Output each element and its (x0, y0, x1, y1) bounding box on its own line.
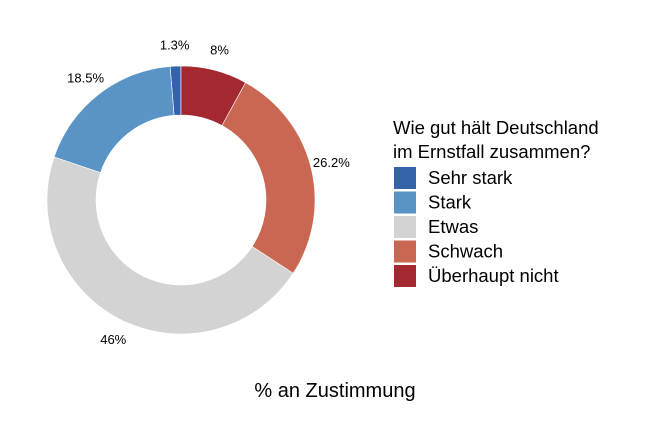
slice-etwas (46, 156, 294, 335)
data-label: 46% (100, 332, 126, 347)
legend-swatch (394, 191, 416, 214)
legend-swatch (394, 216, 416, 238)
legend-label: Etwas (428, 216, 478, 237)
legend-label: Schwach (428, 241, 503, 262)
data-label: 8% (210, 42, 229, 57)
legend-title-line-1: Wie gut hält Deutschland (393, 117, 599, 138)
x-axis-label: % an Zustimmung (254, 380, 415, 402)
slice--berhaupt-nicht (180, 65, 246, 126)
data-label: 1.3% (160, 38, 190, 53)
legend-label: Sehr stark (428, 167, 513, 188)
slices (46, 65, 316, 335)
legend-title-line-2: im Ernstfall zusammen? (393, 141, 590, 162)
legend-swatch (394, 167, 416, 189)
data-label: 18.5% (67, 70, 104, 85)
legend-label: Stark (428, 192, 472, 213)
data-labels: 1.3% 18.5% 46% 26.2% 8% (67, 38, 350, 347)
slice-schwach (221, 82, 316, 274)
legend-label: Überhaupt nicht (428, 265, 559, 286)
data-label: 26.2% (313, 155, 350, 170)
legend: Wie gut hält Deutschland im Ernstfall zu… (393, 117, 599, 287)
legend-swatch (394, 240, 416, 263)
legend-swatch (394, 265, 416, 287)
